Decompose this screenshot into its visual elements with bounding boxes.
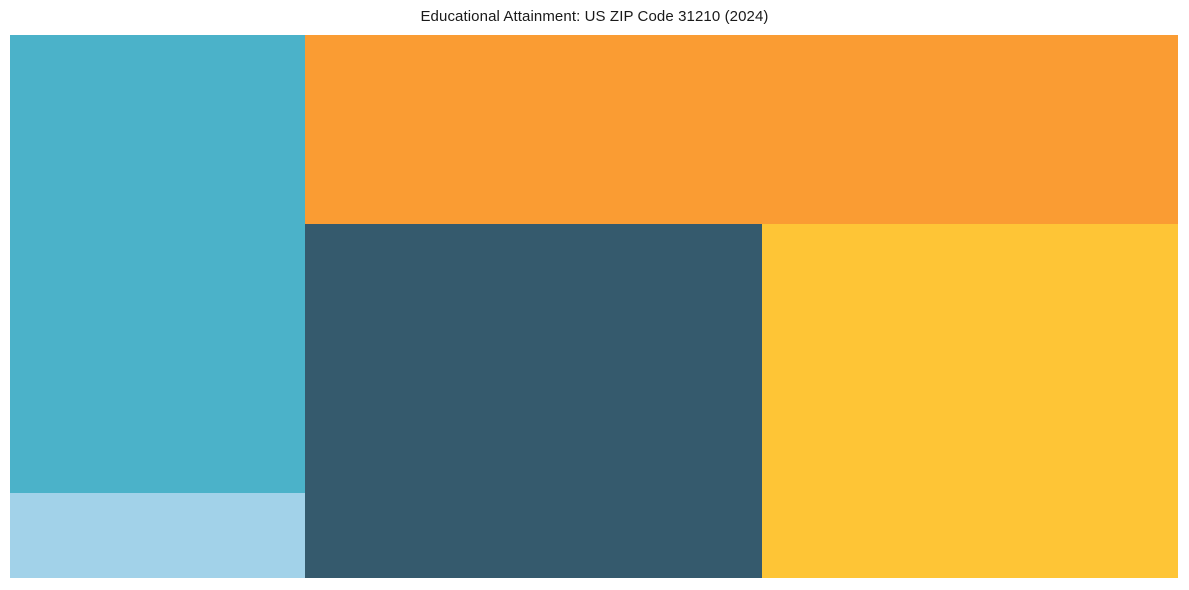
treemap-tile[interactable]: Graduate or professional degree — [305, 224, 762, 578]
chart-title: Educational Attainment: US ZIP Code 3121… — [420, 8, 769, 25]
treemap-tile[interactable]: High school graduate — [10, 35, 305, 493]
treemap-plot-area: Bachelor's degreeGraduate or professiona… — [10, 35, 1178, 578]
treemap-tile[interactable]: Some college or associate's degree — [762, 224, 1178, 578]
treemap-tile[interactable]: Bachelor's degree — [305, 35, 1178, 224]
treemap-tile[interactable]: Less than high school — [10, 493, 305, 578]
